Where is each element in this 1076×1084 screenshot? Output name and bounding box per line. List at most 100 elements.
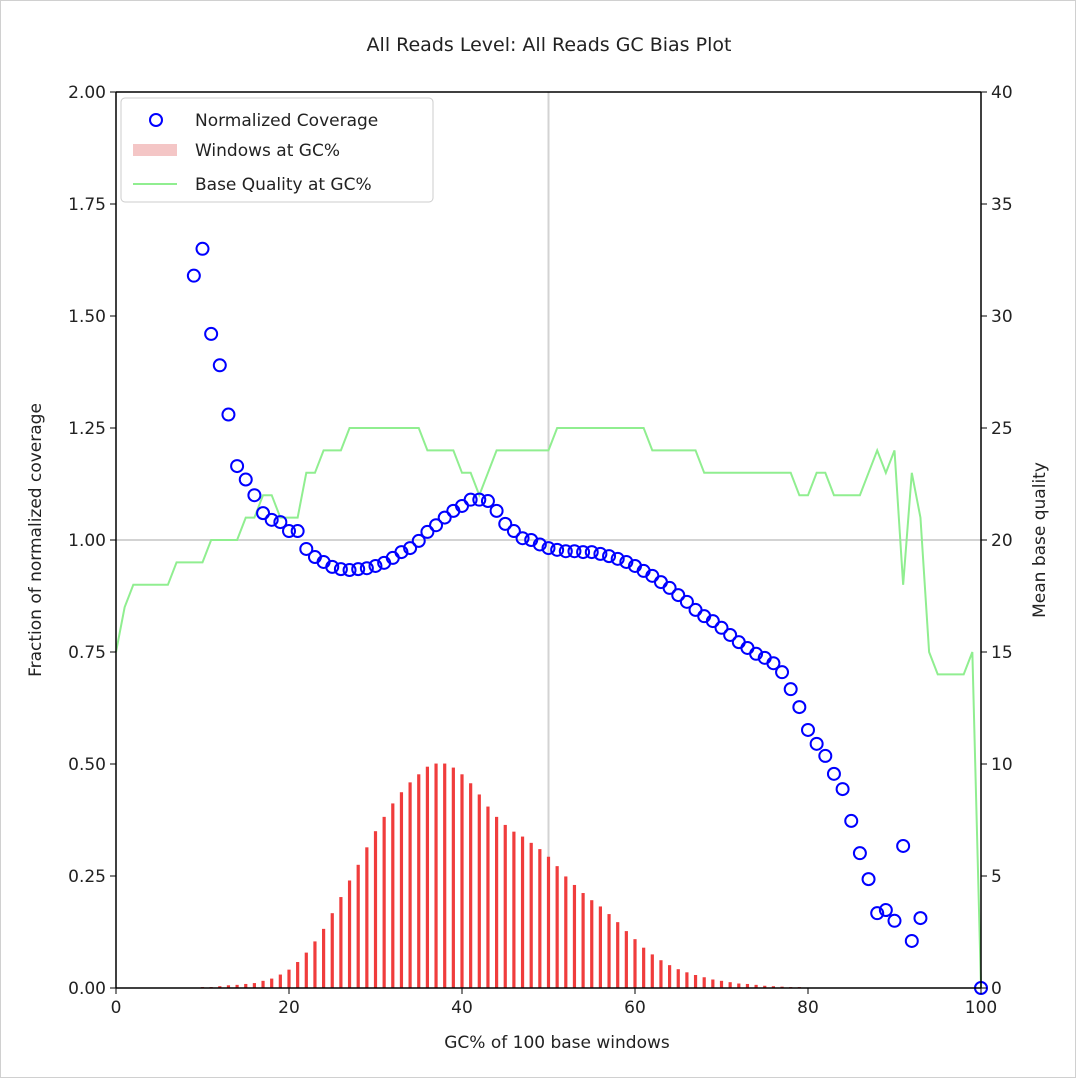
window-bar [555,866,559,988]
coverage-point [550,542,565,557]
gridlines [116,92,981,988]
coverage-point [429,518,444,533]
window-bar [469,783,473,988]
x-tick-label: 80 [797,998,819,1018]
window-bar [590,900,594,988]
window-bar [425,766,429,988]
coverage-point [576,545,591,560]
coverage-point [775,665,790,680]
window-bar [564,876,568,988]
window-bar [607,914,611,988]
coverage-point [558,544,573,559]
coverage-point [368,558,383,573]
coverage-point [403,541,418,556]
y-right-tick-label: 5 [991,867,1002,887]
y-right-tick-label: 30 [991,307,1013,327]
window-bar [330,913,334,988]
window-bar [399,792,404,988]
x-tick-label: 100 [965,998,997,1018]
window-bar [304,952,308,988]
coverage-point [809,736,824,751]
window-bar [503,824,507,988]
legend-windows-label: Windows at GC% [195,141,340,161]
coverage-point [904,933,919,948]
coverage-point [472,492,487,507]
coverage-points [186,241,988,995]
window-bar [728,982,732,988]
y-right-tick-label: 20 [991,531,1013,551]
coverage-point [870,906,885,921]
coverage-point [610,551,625,566]
window-bar [581,893,585,988]
legend: Normalized Coverage Windows at GC% Base … [120,97,434,203]
y-tick-label: 0.00 [68,979,106,999]
coverage-point [299,541,314,556]
coverage-point [662,580,677,595]
window-bar [408,782,412,988]
windows-bars [192,763,810,989]
coverage-point [602,549,617,564]
window-bar [339,897,343,988]
x-tick-label: 20 [278,998,300,1018]
y-right-tick-label: 15 [991,643,1013,663]
coverage-point [878,903,893,918]
coverage-point [887,913,902,928]
coverage-point [394,545,409,560]
coverage-point [411,533,426,548]
window-bar [529,842,533,988]
coverage-point [705,614,720,629]
window-bar [624,931,628,988]
coverage-point [567,544,582,559]
window-bar [754,984,758,988]
y-right-tick-label: 25 [991,419,1013,439]
coverage-point [195,241,210,256]
axes: 0 20 40 60 80 1000.000.250.500.751.001.251.50… [68,83,1013,1018]
y-axis-label: Fraction of normalized coverage [26,403,46,677]
coverage-point [437,510,452,525]
x-tick-label: 40 [451,998,473,1018]
window-bar [322,928,326,988]
chart-title: All Reads Level: All Reads GC Bias Plot [367,34,732,56]
window-bar [668,965,672,988]
window-bar [373,831,378,988]
x-axis-label: GC% of 100 base windows [444,1033,670,1053]
window-bar [391,803,395,988]
coverage-point [801,722,815,737]
window-bar [745,983,750,988]
coverage-point [688,602,703,617]
coverage-point [619,554,634,569]
window-bar [763,985,767,988]
coverage-point [498,516,513,531]
legend-box [120,97,434,203]
coverage-point [749,646,764,661]
coverage-point [584,545,599,560]
window-bar [520,836,525,988]
window-bar [546,856,551,988]
coverage-point [273,515,288,530]
window-bar [417,774,421,988]
legend-quality-label: Base Quality at GC% [195,175,372,195]
coverage-point [532,537,547,552]
window-bar [642,947,646,988]
window-bar [460,774,464,988]
y-tick-label: 0.25 [68,867,106,887]
window-bar [676,969,680,988]
window-bar [659,960,663,988]
x-tick-label: 60 [624,998,646,1018]
coverage-point [818,748,833,763]
window-bar [737,983,741,988]
coverage-point [861,872,876,887]
window-bar [287,969,291,988]
coverage-point [221,407,236,422]
window-bar [296,962,300,988]
window-bar [685,972,689,988]
window-bar [538,849,542,988]
y-tick-label: 0.75 [68,643,106,663]
y-axis-right-label: Mean base quality [1030,462,1050,618]
coverage-point [896,838,911,853]
window-bar [347,880,352,988]
coverage-point [783,682,798,697]
coverage-point [593,546,608,561]
coverage-point [541,541,556,556]
window-bar [443,763,447,988]
